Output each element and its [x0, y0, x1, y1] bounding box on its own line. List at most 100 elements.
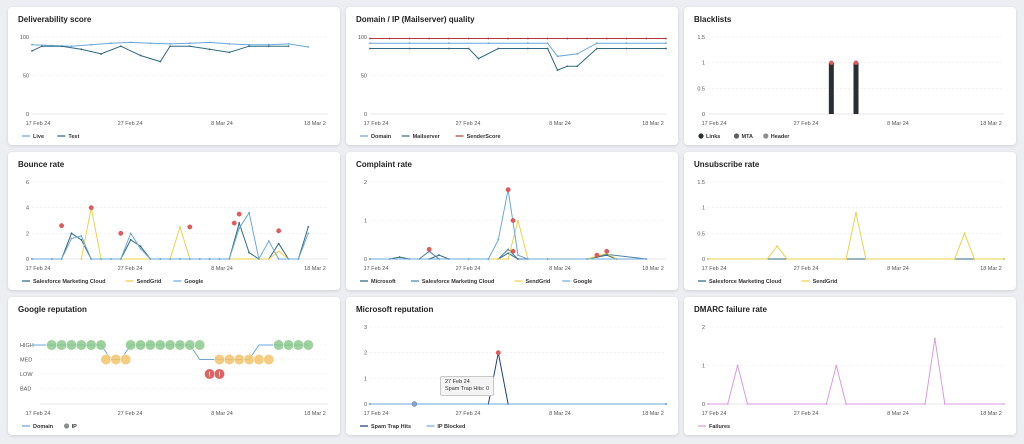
legend-item: Test — [57, 134, 79, 140]
y-tick-label: 0 — [26, 112, 29, 118]
x-tick-label: 17 Feb 24 — [26, 411, 51, 417]
legend-label: Salesforce Marketing Cloud — [709, 279, 781, 285]
data-point — [80, 258, 83, 260]
spike-marker — [829, 60, 834, 65]
x-tick-label: 17 Feb 24 — [364, 411, 389, 417]
y-tick-label: 1 — [702, 206, 705, 212]
data-point — [736, 364, 739, 367]
x-tick-label: 27 Feb 24 — [794, 121, 819, 127]
data-point — [526, 37, 529, 40]
data-point — [149, 42, 152, 45]
unsubscribe-rate-chart: 17 Feb 24 27 Feb 24 8 Mar 24 18 Mar 2 1.5 1 0.… — [697, 180, 1005, 285]
tooltip-date: 27 Feb 24 — [445, 379, 470, 385]
y-tick-label: 2 — [364, 180, 367, 186]
data-point — [576, 65, 579, 68]
data-point — [31, 258, 33, 260]
data-point — [248, 211, 250, 214]
spike-marker — [236, 211, 242, 217]
reputation-dot — [273, 339, 285, 351]
data-point — [218, 258, 221, 260]
x-tick-label: 17 Feb 24 — [364, 266, 389, 272]
card-title: Unsubscribe rate — [694, 160, 760, 169]
data-point — [576, 53, 579, 55]
y-tick-label: 0 — [364, 402, 367, 408]
bounce-rate-chart: 17 Feb 24 27 Feb 24 8 Mar 24 18 Mar 2 6 4 2 0 Sa… — [22, 180, 328, 285]
data-point — [267, 43, 270, 46]
y-tick-label: 1.5 — [697, 35, 705, 41]
x-tick-label: 27 Feb 24 — [794, 411, 819, 417]
data-point — [100, 258, 102, 260]
reputation-dot — [125, 339, 137, 351]
data-point — [963, 232, 966, 235]
y-tick-label: 0 — [702, 112, 705, 118]
microsoft-reputation-chart: 17 Feb 24 27 Feb 24 8 Mar 24 18 Mar 23210Sp… — [360, 325, 667, 430]
data-point — [31, 43, 33, 46]
reputation-dot — [46, 339, 58, 351]
spike-marker — [88, 205, 94, 211]
data-point — [179, 258, 181, 260]
legend-item: Domain — [360, 134, 392, 140]
data-point — [119, 45, 122, 48]
spike-marker — [853, 60, 859, 65]
spike-marker — [59, 223, 64, 229]
data-point — [665, 403, 667, 405]
data-point — [208, 41, 211, 44]
bar — [853, 62, 859, 114]
card-domain-ip-quality: Domain / IP (Mailserver) quality 17 Feb … — [346, 7, 678, 145]
x-tick-label: 18 Mar 2 — [980, 266, 1002, 272]
y-tick-label: 2 — [26, 231, 29, 237]
data-point — [517, 219, 519, 222]
data-point — [953, 258, 956, 260]
data-point — [129, 41, 132, 44]
reputation-dot — [100, 354, 112, 365]
data-point — [556, 55, 559, 58]
series-line — [32, 221, 309, 260]
series-line — [32, 211, 309, 261]
deliverability-chart: 17 Feb 24 27 Feb 24 8 Mar 24 18 Mar 2 100 50 0… — [20, 35, 328, 140]
y-tick-label: 0 — [702, 402, 705, 408]
data-point — [596, 42, 598, 45]
legend-label: Mailserver — [413, 134, 441, 140]
data-point — [408, 37, 411, 40]
y-tick-label: BAD — [20, 387, 31, 393]
x-tick-label: 17 Feb 24 — [702, 266, 727, 272]
x-tick-label: 18 Mar 2 — [304, 121, 326, 127]
spike-marker — [495, 350, 501, 356]
data-point — [934, 337, 936, 340]
data-point — [100, 53, 102, 55]
data-point — [507, 258, 510, 260]
reputation-dot — [75, 339, 87, 351]
legend-swatch — [733, 133, 740, 139]
legend-swatch — [64, 423, 70, 429]
google-reputation-chart: 17 Feb 24 27 Feb 24 8 Mar 24 18 Mar 2 HIGH ME… — [20, 339, 328, 430]
spike-marker — [231, 220, 237, 226]
data-point — [159, 258, 162, 260]
card-title: Blacklists — [694, 15, 732, 24]
alert-icon: ! — [208, 371, 210, 378]
x-tick-label: 27 Feb 24 — [118, 266, 143, 272]
card-title: Google reputation — [18, 305, 87, 314]
series-line — [708, 212, 1004, 260]
reputation-dot — [233, 354, 245, 365]
spike-marker — [118, 230, 124, 236]
legend-item: SenderScore — [455, 134, 501, 140]
spike-marker — [510, 248, 516, 254]
legend-item: Microsoft — [360, 279, 396, 285]
legend-item: Live — [22, 134, 44, 140]
x-tick-label: 8 Mar 24 — [211, 266, 233, 272]
legend-label: Domain — [371, 134, 392, 140]
data-point — [566, 65, 569, 68]
legend-label: SendGrid — [137, 279, 162, 285]
data-point — [497, 258, 500, 260]
data-point — [665, 42, 667, 45]
data-point — [526, 42, 529, 45]
data-point — [90, 43, 93, 46]
data-point — [159, 60, 162, 63]
x-tick-label: 18 Mar 2 — [642, 411, 664, 417]
alert-icon: ! — [218, 371, 220, 378]
spike-marker — [187, 224, 193, 230]
data-point — [139, 247, 142, 250]
y-tick-label: 2 — [702, 325, 705, 331]
data-point — [388, 37, 391, 40]
series-line — [370, 42, 666, 57]
